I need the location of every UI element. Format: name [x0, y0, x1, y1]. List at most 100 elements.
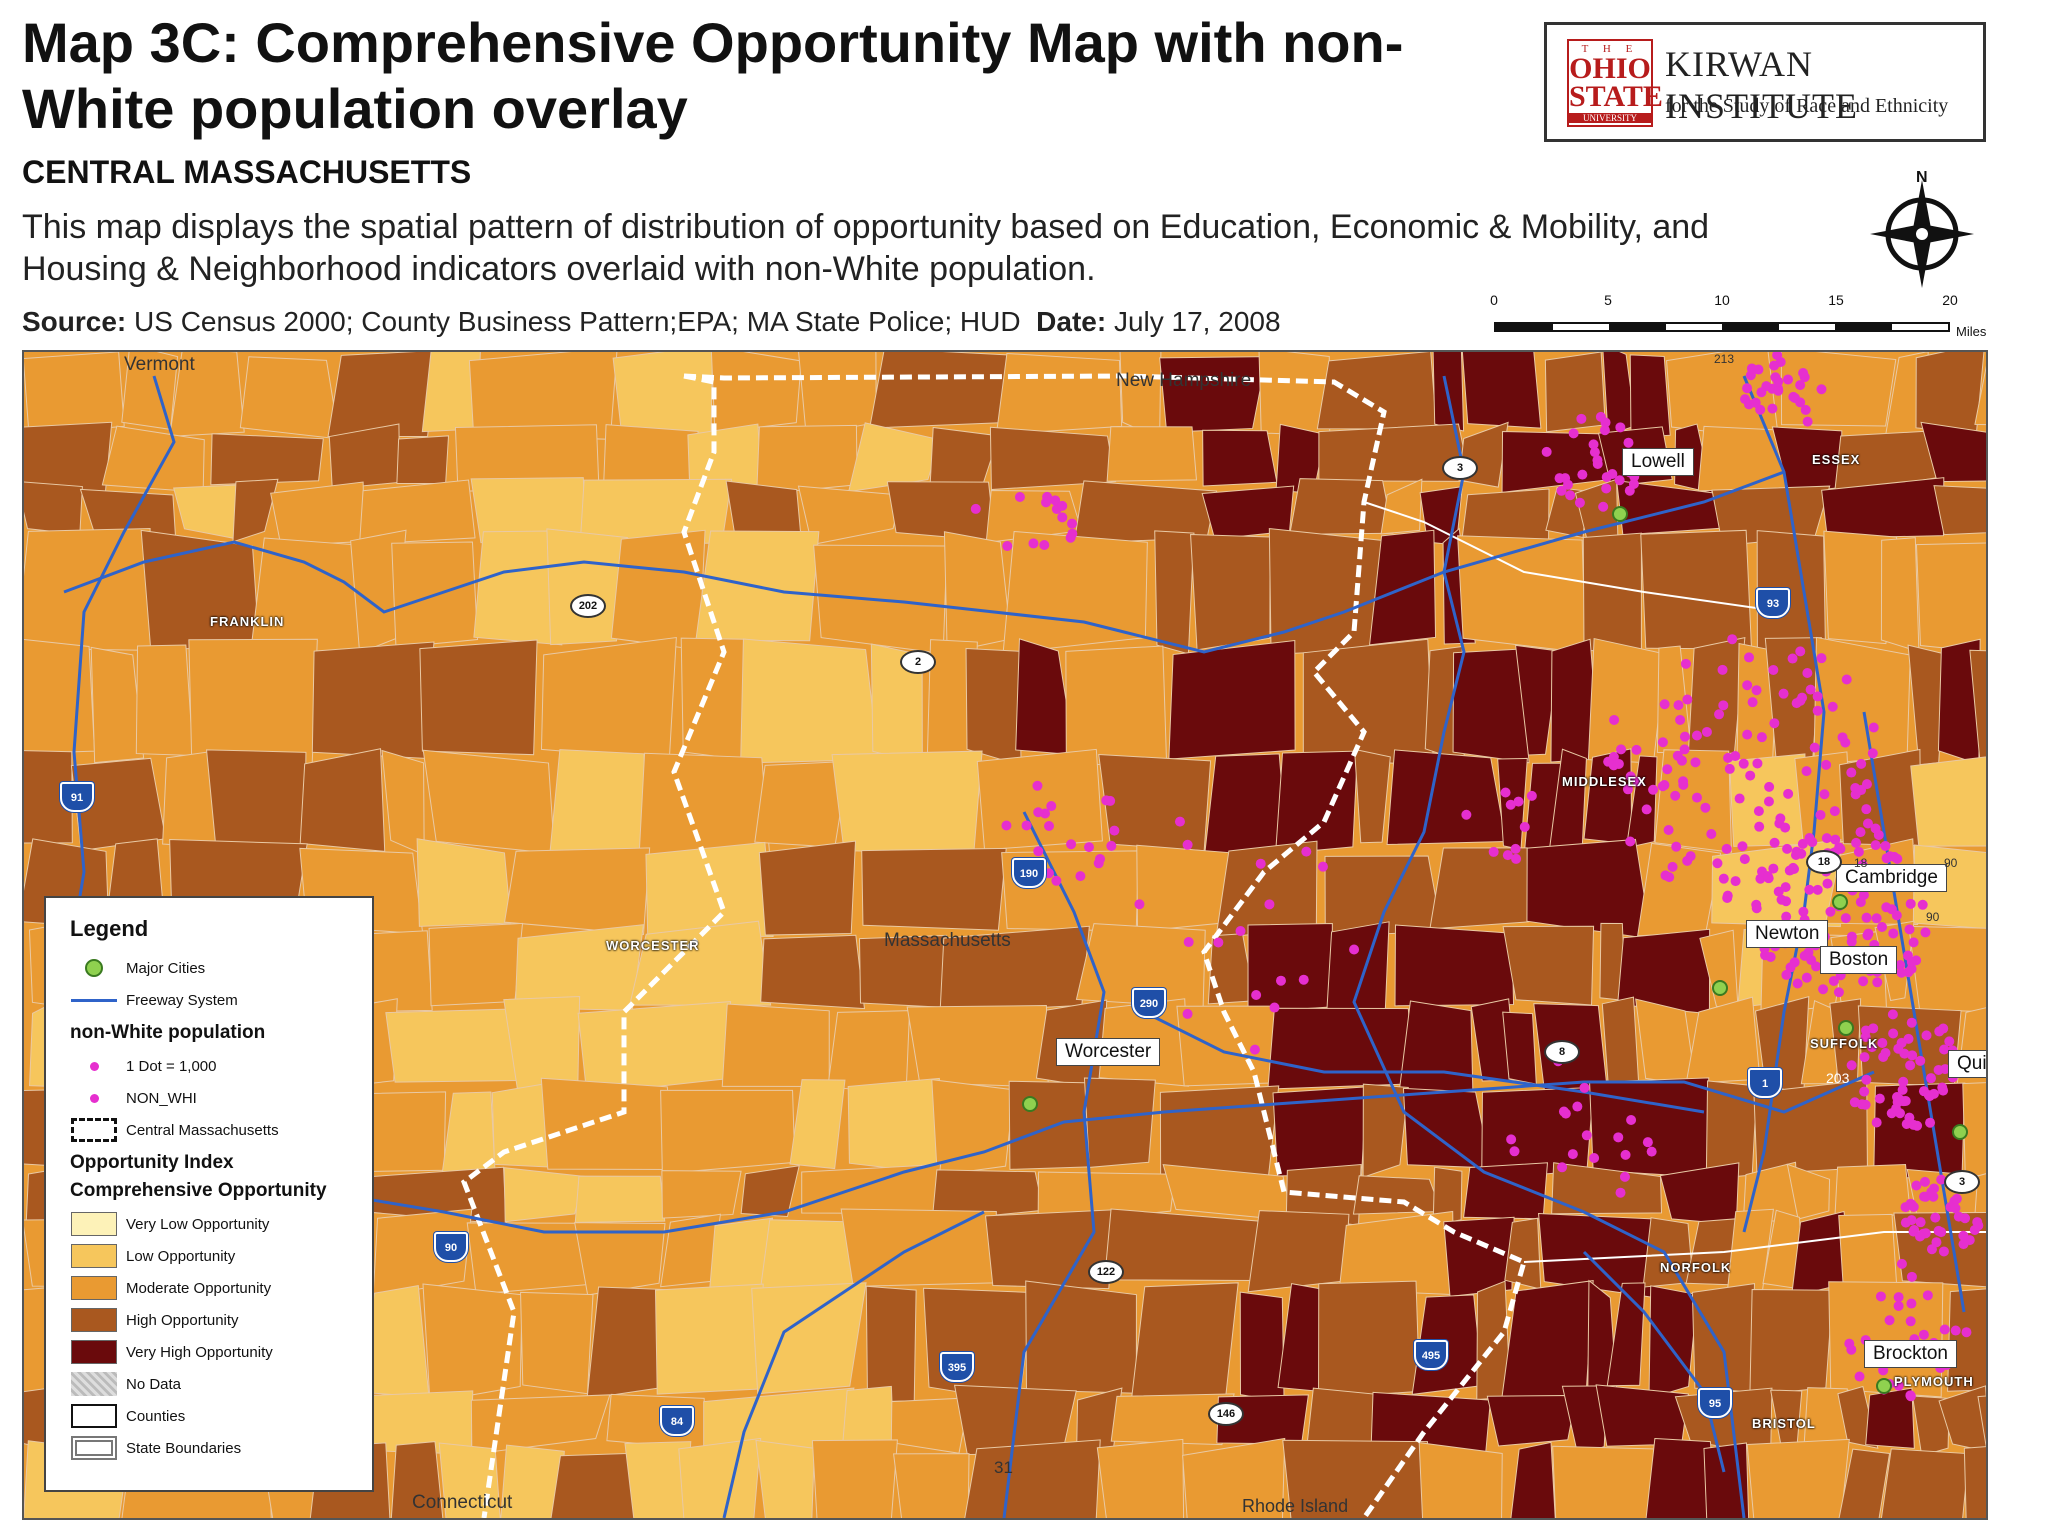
- major-city-marker[interactable]: [1612, 506, 1628, 522]
- city-callout-worcester[interactable]: Worcester: [1056, 1038, 1161, 1066]
- population-dot: [1809, 742, 1820, 753]
- population-dot: [1767, 403, 1778, 414]
- tract-polygon: [24, 352, 125, 436]
- population-dot: [1859, 1086, 1870, 1097]
- population-dot: [1754, 821, 1765, 832]
- city-callout-boston[interactable]: Boston: [1820, 946, 1898, 974]
- major-city-marker[interactable]: [1022, 1096, 1038, 1112]
- tract-polygon: [24, 481, 83, 535]
- tract-polygon: [1625, 755, 1658, 849]
- population-dot: [1862, 818, 1873, 829]
- major-city-marker[interactable]: [1832, 894, 1848, 910]
- legend-subheading-index: Comprehensive Opportunity: [70, 1180, 327, 1201]
- tract-polygon: [801, 1163, 942, 1215]
- population-dot: [1609, 714, 1620, 725]
- tract-polygon: [1838, 1213, 1898, 1293]
- city-callout-quincy[interactable]: Quin: [1948, 1050, 1986, 1078]
- major-city-marker[interactable]: [1712, 980, 1728, 996]
- major-city-marker[interactable]: [1838, 1020, 1854, 1036]
- population-dot: [1846, 1344, 1857, 1355]
- highway-shield-95: 95: [1698, 1388, 1732, 1418]
- tract-polygon: [311, 641, 435, 759]
- population-dot: [1511, 853, 1522, 864]
- city-callout-lowell[interactable]: Lowell: [1622, 448, 1694, 476]
- major-city-marker[interactable]: [1952, 1124, 1968, 1140]
- tract-polygon: [205, 749, 307, 858]
- highway-shield-1: 1: [1748, 1068, 1782, 1098]
- tract-polygon: [1595, 1384, 1689, 1447]
- tract-polygon: [586, 1286, 666, 1400]
- population-dot: [1804, 833, 1815, 844]
- population-dot: [1780, 822, 1791, 833]
- population-dot: [1795, 695, 1806, 706]
- population-dot: [1921, 1030, 1932, 1041]
- tract-polygon: [931, 1079, 1015, 1177]
- population-dot: [1770, 372, 1781, 383]
- population-dot: [1926, 1073, 1937, 1084]
- tract-polygon: [1526, 838, 1652, 940]
- population-dot: [1541, 446, 1552, 457]
- population-dot: [1931, 1237, 1942, 1248]
- tract-polygon: [847, 1077, 945, 1175]
- tract-polygon: [1501, 1280, 1594, 1401]
- population-dot: [1906, 1298, 1917, 1309]
- source-label: Source:: [22, 306, 127, 337]
- population-dot: [1752, 758, 1763, 769]
- population-dot: [1802, 416, 1813, 427]
- city-callout-brockton[interactable]: Brockton: [1864, 1340, 1957, 1368]
- legend-label-state-boundaries: State Boundaries: [126, 1439, 242, 1457]
- population-dot: [1174, 816, 1185, 827]
- population-dot: [1906, 957, 1917, 968]
- city-callout-cambridge[interactable]: Cambridge: [1836, 864, 1947, 892]
- tract-polygon: [1637, 842, 1722, 937]
- city-callout-newton[interactable]: Newton: [1746, 920, 1829, 948]
- tract-polygon: [1910, 756, 1986, 847]
- population-dot: [1574, 497, 1585, 508]
- state-boundary-icon: [71, 1436, 117, 1460]
- population-dot-icon: [89, 1061, 99, 1071]
- population-dot: [1756, 732, 1767, 743]
- scale-tick-5: 5: [1604, 292, 1612, 308]
- population-dot: [1269, 1002, 1280, 1013]
- population-dot: [1691, 792, 1702, 803]
- population-dot: [1920, 927, 1931, 938]
- tract-polygon: [1025, 1280, 1137, 1394]
- ohio-state-seal: T H E OHIO STATE UNIVERSITY: [1567, 39, 1663, 127]
- population-dot: [1888, 928, 1899, 939]
- population-dot: [1033, 846, 1044, 857]
- population-dot: [1251, 989, 1262, 1000]
- population-dot: [1679, 744, 1690, 755]
- logo-badge-ohio: OHIO: [1569, 52, 1651, 85]
- population-dot: [1623, 437, 1634, 448]
- population-dot: [1763, 796, 1774, 807]
- tract-polygon: [1974, 365, 1986, 426]
- tract-polygon: [1318, 1280, 1421, 1399]
- legend-row-no-data: No Data: [70, 1368, 372, 1400]
- tract-polygon: [90, 646, 145, 764]
- population-dot: [1874, 1093, 1885, 1104]
- tract-polygon: [661, 1170, 742, 1219]
- population-dot: [1680, 658, 1691, 669]
- tract-polygon: [1962, 1082, 1986, 1178]
- population-dot: [1867, 748, 1878, 759]
- tract-polygon: [1154, 530, 1195, 655]
- tract-polygon: [989, 426, 1117, 491]
- population-dot: [1718, 700, 1729, 711]
- population-dot: [1861, 804, 1872, 815]
- population-dot: [1802, 667, 1813, 678]
- tract-polygon: [473, 530, 563, 646]
- tract-polygon: [1110, 1393, 1235, 1446]
- tract-polygon: [416, 838, 512, 927]
- tract-polygon: [1386, 749, 1507, 845]
- route-marker-146: 146: [1208, 1402, 1244, 1426]
- population-dot: [1182, 839, 1193, 850]
- major-city-marker[interactable]: [1876, 1378, 1892, 1394]
- population-dot: [1255, 858, 1266, 869]
- tract-polygon: [1933, 485, 1986, 536]
- scale-bar-track: [1494, 322, 1950, 332]
- population-dot: [1769, 837, 1780, 848]
- population-dot: [1821, 759, 1832, 770]
- tract-polygon: [270, 481, 365, 547]
- population-dot: [1782, 843, 1793, 854]
- population-dot: [1788, 391, 1799, 402]
